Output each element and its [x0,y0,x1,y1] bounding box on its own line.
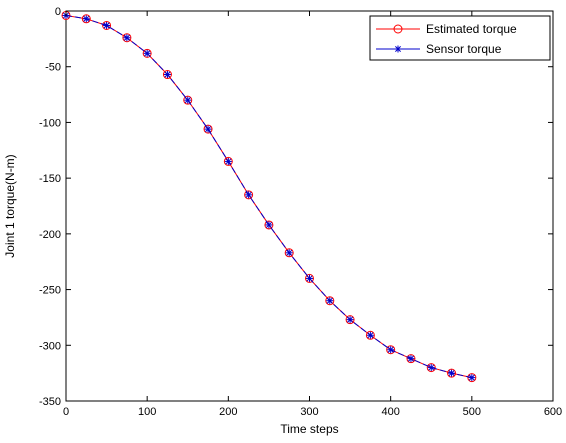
star-stroke [144,50,151,57]
data-point [306,274,313,282]
legend-label: Sensor torque [426,42,502,56]
data-point [223,156,233,166]
y-tick-label: -350 [39,396,61,408]
data-point [284,248,294,258]
star-stroke [123,34,130,41]
legend-box [369,15,551,61]
data-point [102,20,112,30]
star-stroke [164,71,171,78]
data-point [245,191,253,199]
y-tick-label: -50 [45,62,61,74]
data-point [365,330,375,340]
axes-layer: 0 100 200 300 400 500 600 0 -50 -100 -150 -200 -250 -… [39,6,562,418]
star-stroke [306,275,313,282]
data-point [387,346,395,354]
data-point [285,249,293,257]
star-stroke [286,249,293,256]
data-point [326,297,334,305]
y-tick-label: -200 [39,229,61,241]
data-point [407,355,415,363]
x-tick-label: 200 [219,406,237,418]
y-axis-label: Joint 1 torque(N-m) [3,154,17,257]
data-point [345,315,355,325]
star-stroke [468,374,475,381]
data-point [447,368,457,378]
x-tick-label: 600 [544,406,562,418]
star-stroke [387,346,394,353]
data-point [143,49,151,57]
data-point [467,373,477,383]
star-stroke [205,126,212,133]
legend-marker [394,45,402,53]
star-stroke [265,221,272,228]
data-point [264,220,274,230]
series-sensor-torque [62,11,476,382]
plot-area [65,10,554,402]
data-point [386,345,396,355]
star-stroke [428,364,435,371]
star-stroke [347,316,354,323]
y-tick-label: -300 [39,340,61,352]
data-point [184,96,192,104]
legend-label: Estimated torque [426,22,517,36]
data-point [244,190,254,200]
data-point [406,354,416,364]
star-stroke [83,15,90,22]
legend-entry: Sensor torque [376,42,502,56]
star-stroke [407,355,414,362]
x-tick-label: 300 [300,406,318,418]
data-point [183,95,193,105]
y-tick-label: -100 [39,117,61,129]
data-point [204,125,212,133]
y-tick-label: -250 [39,285,61,297]
legend-marker [393,24,403,34]
plot-frame [65,10,554,402]
data-point [346,316,354,324]
star-stroke [448,370,455,377]
star-stroke [395,46,401,52]
data-point [468,374,476,382]
star-stroke [367,332,374,339]
x-tick-label: 0 [63,406,69,418]
data-point [163,71,171,79]
x-tick-label: 100 [138,406,156,418]
data-point [366,331,374,339]
data-point [265,221,273,229]
data-point [123,34,131,42]
x-tick-label: 500 [463,406,481,418]
star-stroke [225,158,232,165]
data-point [203,124,213,134]
legend: Estimated torque Sensor torque [369,15,551,61]
data-point [103,21,111,29]
data-point [305,273,314,283]
data-point [81,14,91,24]
data-point [82,15,90,23]
star-stroke [245,191,252,198]
y-tick-label: 0 [55,6,61,18]
data-point [224,157,232,165]
data-point [426,363,436,373]
star-stroke [326,297,333,304]
data-point [122,33,132,43]
star-stroke [103,22,110,29]
data-point [162,70,172,80]
data-point [448,369,456,377]
data-point [142,48,152,58]
data-point [325,296,335,306]
data-point [427,364,435,372]
series-layer [61,10,477,383]
y-tick-label: -150 [39,173,61,185]
x-tick-label: 400 [381,406,399,418]
star-stroke [184,97,191,104]
legend-entry: Estimated torque [376,22,517,36]
x-axis-label: Time steps [280,422,338,436]
